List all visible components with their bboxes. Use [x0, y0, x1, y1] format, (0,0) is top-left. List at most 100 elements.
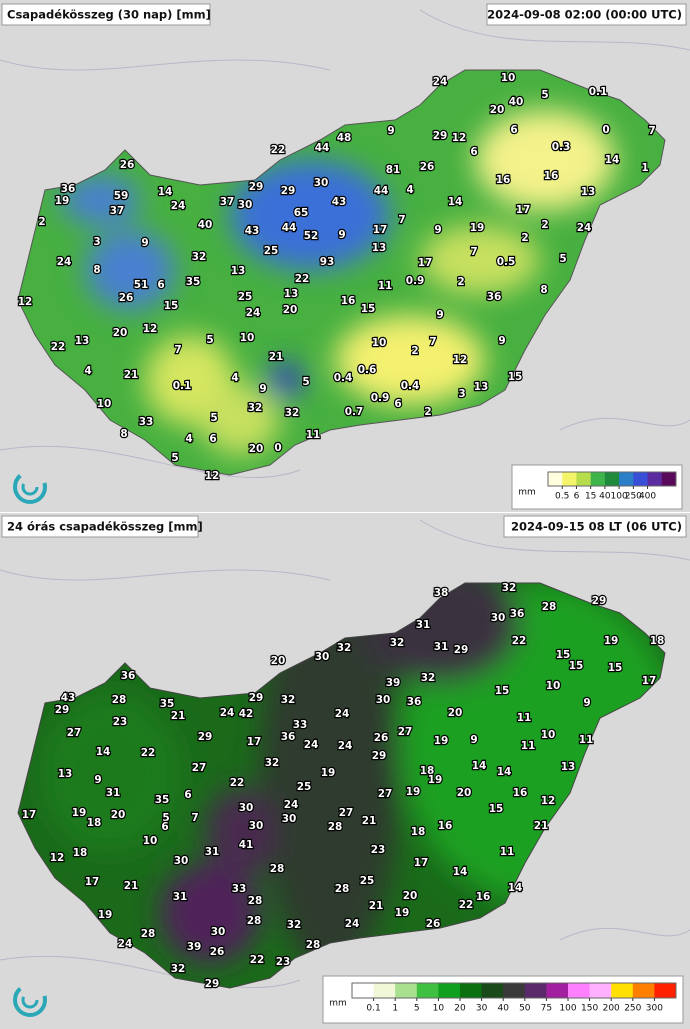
station-value: 35 [160, 698, 175, 710]
station-value: 13 [581, 186, 596, 198]
station-value: 32 [421, 672, 436, 684]
station-value: 6 [470, 146, 477, 158]
station-value: 9 [259, 383, 266, 395]
station-value: 5 [162, 812, 169, 824]
station-value: 29 [249, 692, 264, 704]
legend-tick-label: 250 [625, 492, 642, 502]
station-value: 9 [338, 229, 345, 241]
station-value: 36 [487, 291, 502, 303]
legend-swatch [416, 983, 439, 998]
map-top [0, 0, 690, 512]
station-value: 15 [489, 803, 504, 815]
station-value: 5 [171, 452, 178, 464]
logo [13, 470, 47, 504]
legend-tick-label: 150 [581, 1004, 598, 1014]
station-value: 28 [247, 915, 262, 927]
station-value: 11 [521, 740, 536, 752]
legend-swatch [632, 983, 655, 998]
station-value: 11 [500, 846, 515, 858]
legend-swatch [589, 983, 612, 998]
station-value: 9 [387, 125, 394, 137]
map-bottom [0, 513, 690, 1029]
station-value: 32 [390, 637, 405, 649]
station-value: 32 [502, 582, 517, 594]
station-value: 18 [650, 635, 665, 647]
station-value: 21 [269, 351, 284, 363]
station-value: 48 [337, 132, 352, 144]
station-value: 37 [110, 205, 125, 217]
station-value: 27 [67, 727, 82, 739]
panel-timestamp: 2024-09-08 02:00 (00:00 UTC) [487, 8, 682, 22]
station-value: 81 [386, 164, 401, 176]
station-value: 12 [18, 296, 33, 308]
station-value: 24 [338, 740, 353, 752]
station-value: 26 [120, 159, 135, 171]
station-value: 43 [245, 225, 260, 237]
station-value: 20 [403, 890, 418, 902]
station-value: 4 [185, 433, 192, 445]
legend-tick-label: 75 [541, 1004, 552, 1014]
station-value: 0.1 [589, 86, 608, 98]
station-value: 19 [434, 735, 449, 747]
station-value: 93 [320, 256, 335, 268]
station-value: 22 [250, 954, 265, 966]
station-value: 35 [155, 794, 170, 806]
station-value: 13 [474, 381, 489, 393]
legend-tick-label: 30 [476, 1004, 488, 1014]
station-value: 7 [648, 125, 655, 137]
station-value: 22 [271, 144, 286, 156]
station-value: 8 [120, 428, 127, 440]
station-value: 20 [457, 787, 472, 799]
station-value: 32 [192, 251, 207, 263]
station-value: 12 [50, 852, 65, 864]
station-value: 29 [454, 644, 469, 656]
station-value: 28 [542, 601, 557, 613]
station-value: 19 [321, 767, 336, 779]
station-value: 0 [602, 124, 609, 136]
station-value: 32 [285, 407, 300, 419]
station-value: 2 [411, 345, 418, 357]
station-value: 30 [315, 651, 330, 663]
station-value: 65 [294, 207, 309, 219]
station-value: 20 [113, 327, 128, 339]
station-value: 40 [509, 96, 524, 108]
station-value: 11 [517, 712, 532, 724]
station-value: 14 [96, 746, 111, 758]
legend-swatch [481, 983, 504, 998]
station-value: 25 [264, 245, 279, 257]
station-value: 24 [304, 739, 319, 751]
legend-swatch [373, 983, 396, 998]
station-value: 0.4 [401, 380, 420, 392]
station-value: 19 [470, 222, 485, 234]
legend-swatch [568, 983, 591, 998]
station-value: 19 [55, 195, 70, 207]
station-value: 17 [22, 809, 37, 821]
station-value: 27 [192, 762, 207, 774]
station-value: 7 [191, 812, 198, 824]
station-value: 16 [544, 170, 559, 182]
station-value: 36 [121, 670, 136, 682]
legend-bar-frame [351, 982, 677, 999]
station-value: 29 [198, 731, 213, 743]
station-value: 25 [238, 291, 253, 303]
legend-tick-label: 5 [414, 1004, 420, 1014]
station-value: 7 [429, 336, 436, 348]
station-value: 29 [592, 595, 607, 607]
station-value: 5 [302, 376, 309, 388]
station-value: 29 [205, 978, 220, 990]
station-value: 24 [118, 938, 133, 950]
station-value: 32 [248, 402, 263, 414]
station-value: 8 [540, 284, 547, 296]
station-value: 12 [143, 323, 158, 335]
station-value: 43 [61, 692, 76, 704]
legend-swatch [438, 983, 461, 998]
legend-swatch [548, 472, 563, 486]
station-value: 37 [220, 196, 235, 208]
station-value: 29 [372, 750, 387, 762]
station-value: 20 [283, 304, 298, 316]
station-value: 0.9 [406, 275, 425, 287]
station-value: 17 [516, 204, 531, 216]
station-value: 20 [111, 809, 126, 821]
station-value: 27 [339, 807, 354, 819]
